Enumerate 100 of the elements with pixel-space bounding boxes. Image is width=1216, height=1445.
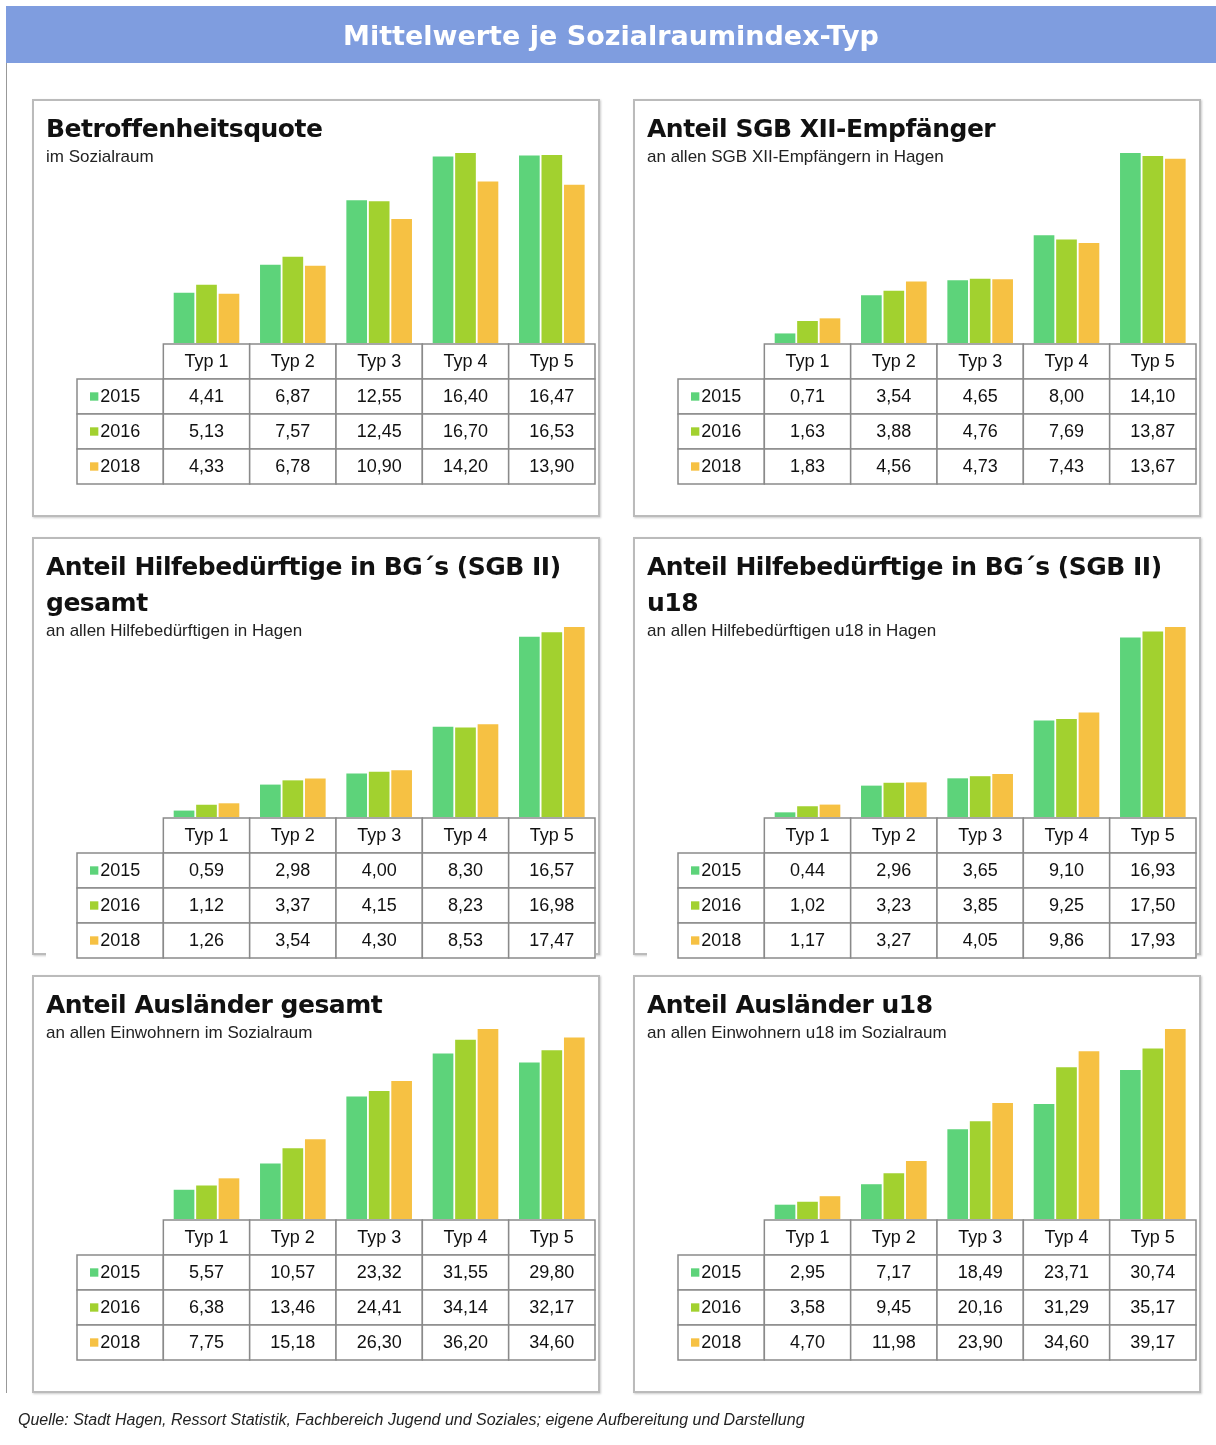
data-label: 8,00 xyxy=(1048,385,1085,406)
data-label: 1,63 xyxy=(789,420,826,441)
bar xyxy=(368,1090,390,1219)
chart-title: Anteil Hilfebedürftige in BG´s (SGB II) gesamt xyxy=(46,551,562,619)
bar xyxy=(1164,1029,1186,1219)
legend-label: 2018 xyxy=(701,455,742,476)
legend-label: 2016 xyxy=(701,894,742,915)
data-label: 10,57 xyxy=(270,1261,316,1282)
bar xyxy=(969,1121,991,1219)
bar xyxy=(992,1103,1013,1219)
bar xyxy=(563,627,585,817)
data-label: 7,69 xyxy=(1048,420,1085,441)
data-label: 4,30 xyxy=(361,929,397,950)
x-tick-label: Typ 3 xyxy=(958,350,1003,371)
data-label: 34,60 xyxy=(1043,1331,1090,1352)
x-tick-label: Typ 2 xyxy=(270,824,315,845)
data-label: 12,45 xyxy=(356,420,402,441)
data-label: 4,00 xyxy=(361,859,397,880)
data-label: 3,65 xyxy=(962,859,998,880)
x-tick-label: Typ 1 xyxy=(785,350,830,371)
bar xyxy=(391,218,412,343)
bar xyxy=(541,1050,563,1219)
bar xyxy=(304,778,326,817)
bar xyxy=(260,1163,281,1219)
data-label: 7,17 xyxy=(876,1261,912,1282)
bar xyxy=(432,156,454,343)
data-label: 34,14 xyxy=(442,1296,489,1317)
data-label: 39,17 xyxy=(1130,1331,1176,1352)
data-label: 17,50 xyxy=(1130,894,1176,915)
data-label: 3,85 xyxy=(962,894,998,915)
data-label: 0,71 xyxy=(789,385,826,406)
data-label: 2,98 xyxy=(275,859,311,880)
data-label: 9,10 xyxy=(1048,859,1085,880)
bar xyxy=(455,153,476,343)
x-tick-label: Typ 5 xyxy=(1130,350,1175,371)
bar xyxy=(883,1173,905,1219)
bar xyxy=(519,636,540,817)
data-label: 7,75 xyxy=(188,1331,225,1352)
bar xyxy=(304,265,326,343)
x-tick-label: Typ 1 xyxy=(785,1226,830,1247)
legend-label: 2018 xyxy=(100,455,141,476)
bar xyxy=(774,1204,796,1219)
bar xyxy=(368,201,390,343)
bar xyxy=(947,1129,969,1219)
data-label: 29,80 xyxy=(529,1261,575,1282)
x-tick-label: Typ 5 xyxy=(1130,1226,1175,1247)
bar xyxy=(455,1039,476,1219)
bar xyxy=(1078,242,1100,343)
bar xyxy=(992,774,1013,817)
data-label: 15,18 xyxy=(270,1331,316,1352)
legend-label: 2018 xyxy=(701,1331,742,1352)
bar xyxy=(947,280,969,343)
bar xyxy=(282,256,304,343)
bar xyxy=(1056,239,1077,343)
bar xyxy=(541,632,563,817)
bar xyxy=(346,1096,368,1219)
data-label: 1,12 xyxy=(188,894,225,915)
data-label: 32,17 xyxy=(529,1296,575,1317)
bar xyxy=(774,333,796,343)
bar xyxy=(346,200,368,343)
data-label: 0,59 xyxy=(188,859,225,880)
data-label: 4,56 xyxy=(876,455,912,476)
bar xyxy=(969,776,991,817)
bar xyxy=(819,1196,841,1219)
x-tick-label: Typ 3 xyxy=(357,350,402,371)
bar xyxy=(1056,718,1077,817)
legend-label: 2016 xyxy=(701,420,742,441)
x-tick-label: Typ 5 xyxy=(529,1226,574,1247)
data-label: 8,53 xyxy=(447,929,484,950)
data-label: 5,57 xyxy=(188,1261,225,1282)
data-label: 16,53 xyxy=(529,420,575,441)
bar xyxy=(1033,1103,1055,1219)
bar xyxy=(1056,1067,1077,1219)
data-label: 18,49 xyxy=(957,1261,1003,1282)
legend-label: 2015 xyxy=(701,1261,742,1282)
bar xyxy=(1033,235,1055,343)
data-label: 3,88 xyxy=(876,420,912,441)
x-tick-label: Typ 4 xyxy=(1044,824,1089,845)
bar xyxy=(883,782,905,817)
legend-label: 2016 xyxy=(100,420,141,441)
data-label: 23,90 xyxy=(957,1331,1003,1352)
bar xyxy=(391,770,412,817)
data-label: 17,47 xyxy=(529,929,575,950)
data-label: 2,96 xyxy=(876,859,912,880)
bar xyxy=(797,1201,818,1219)
source-note: Quelle: Stadt Hagen, Ressort Statistik, Fachbereich Jugend und Soziales; eigene Aufbereitung und Darstellung xyxy=(18,1411,806,1429)
data-label: 16,57 xyxy=(529,859,575,880)
legend-label: 2018 xyxy=(100,929,141,950)
data-label: 23,71 xyxy=(1043,1261,1090,1282)
data-label: 34,60 xyxy=(529,1331,575,1352)
x-tick-label: Typ 2 xyxy=(871,824,916,845)
data-label: 4,15 xyxy=(361,894,397,915)
bar xyxy=(282,780,304,817)
data-label: 13,90 xyxy=(529,455,575,476)
x-tick-label: Typ 2 xyxy=(871,1226,916,1247)
legend-label: 2015 xyxy=(701,859,742,880)
data-label: 8,23 xyxy=(447,894,484,915)
legend-label: 2015 xyxy=(701,385,742,406)
data-label: 3,23 xyxy=(876,894,912,915)
x-tick-label: Typ 4 xyxy=(1044,350,1089,371)
